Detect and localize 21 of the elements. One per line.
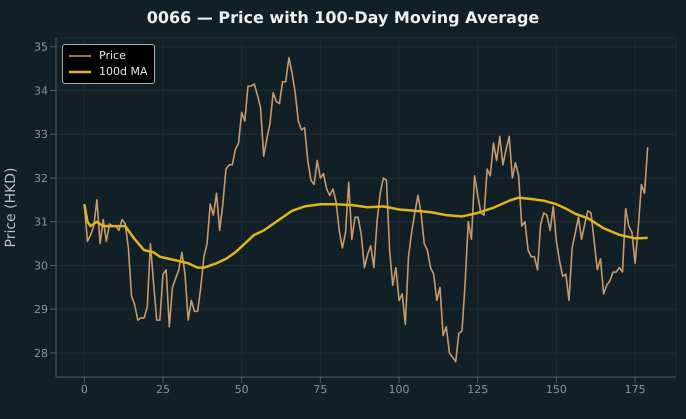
chart-title: 0066 — Price with 100-Day Moving Average xyxy=(146,8,540,27)
x-tick-label: 50 xyxy=(234,382,249,396)
x-tick-label: 75 xyxy=(313,382,328,396)
y-tick-label: 29 xyxy=(34,303,48,316)
y-tick-label: 33 xyxy=(34,128,48,142)
y-axis-title: Price (HKD) xyxy=(2,167,19,248)
x-tick-label: 0 xyxy=(80,382,88,396)
y-tick-label: 28 xyxy=(34,346,48,360)
x-tick-label: 175 xyxy=(624,382,646,396)
x-tick-label: 100 xyxy=(388,382,410,396)
x-tick-label: 125 xyxy=(467,382,488,396)
x-tick-label: 150 xyxy=(546,382,567,396)
y-tick-label: 30 xyxy=(34,259,48,272)
y-tick-label: 34 xyxy=(34,84,48,98)
x-tick-label: 25 xyxy=(156,382,170,396)
y-tick-label: 32 xyxy=(34,172,48,185)
line-series xyxy=(83,196,649,269)
y-tick-label: 31 xyxy=(34,216,48,229)
legend-label: 100d MA xyxy=(98,64,148,80)
legend-label: Price xyxy=(98,48,127,64)
y-tick-label: 35 xyxy=(34,40,48,54)
